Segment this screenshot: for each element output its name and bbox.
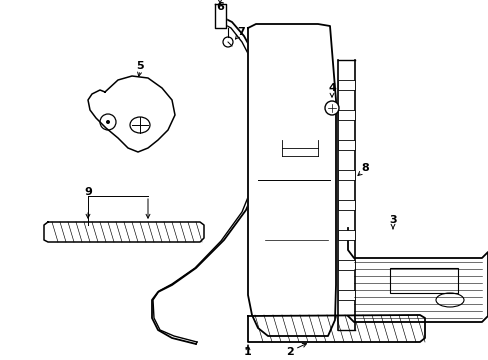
Bar — [337, 200, 354, 210]
Bar — [337, 230, 354, 240]
Polygon shape — [247, 24, 335, 336]
Polygon shape — [247, 315, 424, 342]
Bar — [337, 140, 354, 150]
Text: 3: 3 — [388, 215, 396, 225]
Bar — [337, 110, 354, 120]
Text: 1: 1 — [244, 347, 251, 357]
Bar — [337, 170, 354, 180]
Text: 8: 8 — [360, 163, 368, 173]
Polygon shape — [88, 76, 175, 152]
Polygon shape — [215, 4, 225, 28]
Text: 9: 9 — [84, 187, 92, 197]
Bar — [337, 260, 354, 270]
Text: 2: 2 — [285, 347, 293, 357]
Circle shape — [106, 120, 110, 124]
Bar — [337, 290, 354, 300]
Text: 4: 4 — [327, 83, 335, 93]
Text: 5: 5 — [136, 61, 143, 71]
Polygon shape — [44, 222, 203, 242]
Polygon shape — [347, 228, 487, 322]
Circle shape — [325, 101, 338, 115]
Bar — [389, 268, 457, 293]
Text: 7: 7 — [237, 27, 244, 37]
Bar — [337, 80, 354, 90]
Text: 6: 6 — [216, 2, 224, 12]
